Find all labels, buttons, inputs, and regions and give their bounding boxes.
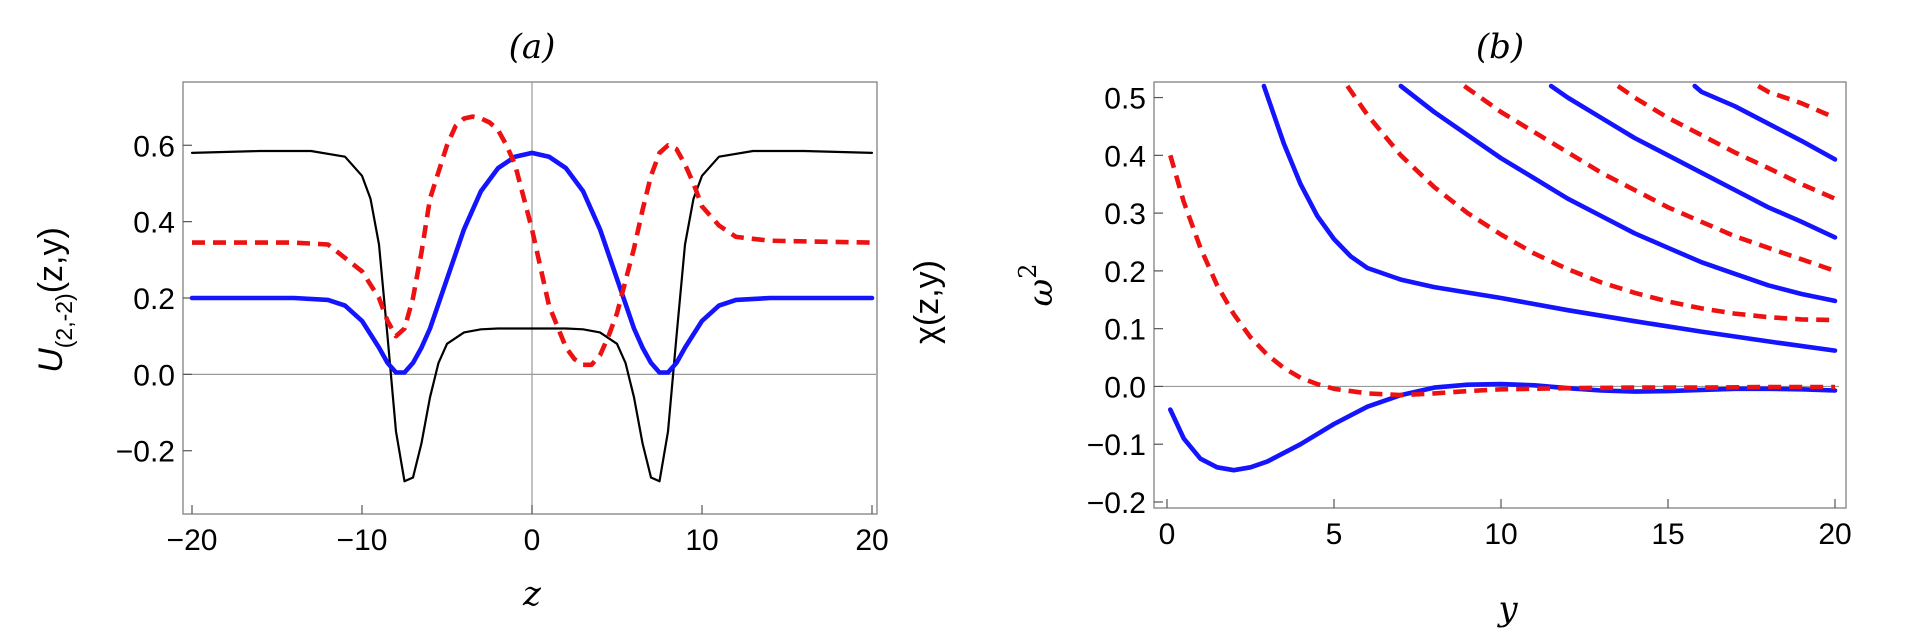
panel-a-x-axis-label: z [522, 574, 542, 614]
panel-a-series [189, 114, 875, 483]
panel-a-tick-labels: −20 −10 0 10 20 −0.2 0.0 0.2 0.4 0.6 [116, 130, 889, 557]
panel-b-x-tick-label: 15 [1651, 518, 1684, 551]
series-blue-5-line [1692, 83, 1838, 162]
series-blue-2-line [1261, 83, 1838, 353]
series-red-1-line [1168, 154, 1835, 398]
panel-a-y-tick-label: −0.2 [116, 436, 175, 469]
panel-b-axes [1154, 96, 1839, 508]
panel-a-y-label-main: U [32, 348, 70, 373]
panel-a-title: (a) [509, 27, 556, 67]
series-blue-4-line [1548, 83, 1838, 240]
panel-a-y-tick-label: 0.2 [133, 283, 175, 316]
series-red-line [192, 114, 873, 368]
panel-a-y-label-tail: (z,y) [32, 227, 70, 293]
panel-b-x-tick-label: 10 [1484, 518, 1517, 551]
panel-b-frame [1153, 81, 1847, 509]
panel-a-y-tick-label: 0.6 [133, 130, 175, 163]
panel-b-y-tick-label: 0.4 [1104, 140, 1146, 173]
panel-a-x-tick-label: 10 [685, 524, 718, 557]
panel-a-x-tick-label: 0 [524, 524, 541, 557]
series-red-3-line [1462, 84, 1836, 274]
panel-b-y-tick-label: −0.1 [1087, 429, 1146, 462]
panel-b-x-tick-label: 0 [1159, 518, 1176, 551]
panel-b-y-tick-label: −0.2 [1087, 487, 1146, 520]
series-blue-line [189, 150, 875, 375]
series-black-line [190, 149, 874, 483]
panel-a: (a) −20 −10 0 10 20 −0.2 0.0 0.2 0.4 0.6 z U(2,-2… [32, 27, 946, 614]
panel-a-y-label-subscript: (2,-2) [51, 293, 77, 348]
panel-b-x-tick-label: 20 [1818, 518, 1851, 551]
panel-a-x-tick-label: −10 [337, 524, 388, 557]
panel-b-y-tick-label: 0.1 [1104, 314, 1146, 347]
series-blue-3-line [1398, 83, 1838, 304]
panel-b-tick-labels: 0 5 10 15 20 −0.2 −0.1 0.0 0.1 0.2 0.3 0.4 0.5 [1087, 83, 1852, 551]
panel-a-y-tick-label: 0.4 [133, 207, 175, 240]
panel-b-y-axis-label: ω2 [1014, 263, 1061, 306]
series-red-2-line [1345, 84, 1836, 323]
panel-b-y-label-superscript: 2 [1014, 263, 1042, 278]
panel-a-y-axis-label: U(2,-2)(z,y) [32, 227, 77, 373]
panel-b-x-axis-label: y [1496, 589, 1518, 629]
panel-a-right-y-axis-label: χ(z,y) [908, 260, 946, 344]
panel-b-y-tick-label: 0.5 [1104, 83, 1146, 116]
panel-b-x-tick-label: 5 [1326, 518, 1343, 551]
panel-b-title: (b) [1476, 27, 1524, 67]
panel-b-y-tick-label: 0.3 [1104, 198, 1146, 231]
panel-a-y-tick-label: 0.0 [133, 359, 175, 392]
panel-b-y-tick-label: 0.0 [1104, 371, 1146, 404]
panel-b-y-tick-label: 0.2 [1104, 256, 1146, 289]
series-blue-1-line [1168, 381, 1838, 473]
panel-b-series [1168, 83, 1838, 473]
panel-b-y-label-main: ω [1021, 279, 1061, 307]
series-red-4-line [1616, 84, 1836, 201]
panel-a-x-tick-label: 20 [855, 524, 888, 557]
series-red-5-line [1757, 84, 1836, 120]
panel-a-x-tick-label: −20 [167, 524, 218, 557]
panel-b: (b) 0 5 10 15 20 −0.2 −0.1 0.0 0.1 0.2 0.3 0.4 0.5 y… [1014, 27, 1852, 629]
